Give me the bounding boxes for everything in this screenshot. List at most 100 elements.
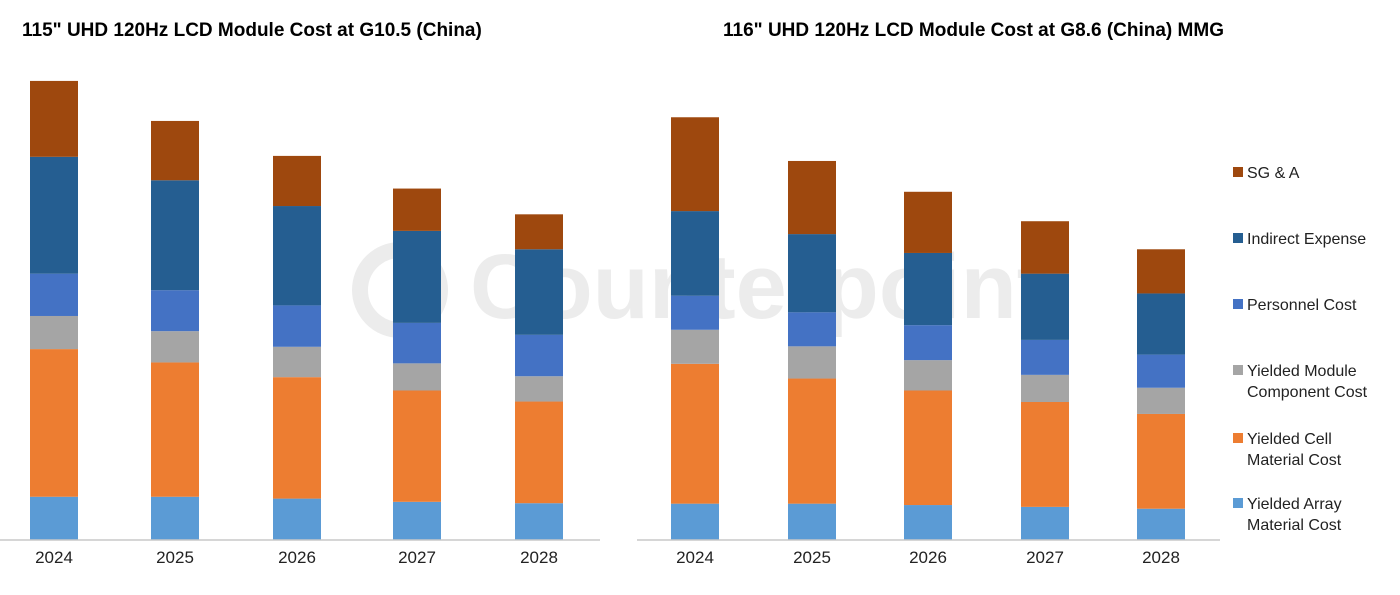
bar-segment-personnel-cost-2026 bbox=[904, 325, 952, 361]
bar-segment-yielded-cell-material-cost-2024 bbox=[30, 349, 78, 497]
legend-label-indirect: Indirect Expense bbox=[1247, 231, 1366, 248]
x-tick-label: 2025 bbox=[793, 548, 831, 567]
chart-right: 116" UHD 120Hz LCD Module Cost at G8.6 (… bbox=[637, 20, 1224, 567]
bar-segment-sg-a-2024 bbox=[30, 80, 78, 157]
bar-segment-yielded-array-material-cost-2026 bbox=[904, 505, 952, 540]
chart-left: 115" UHD 120Hz LCD Module Cost at G10.5 … bbox=[0, 20, 600, 567]
legend-swatch-indirect bbox=[1233, 233, 1243, 243]
bar-segment-indirect-expense-2026 bbox=[273, 206, 321, 306]
x-tick-label: 2026 bbox=[278, 548, 316, 567]
legend-item-module: Yielded Module Component Cost bbox=[1233, 363, 1368, 401]
bar-segment-personnel-cost-2027 bbox=[1021, 339, 1069, 375]
legend-swatch-personnel bbox=[1233, 299, 1243, 309]
x-tick-label: 2024 bbox=[676, 548, 714, 567]
bar-segment-indirect-expense-2024 bbox=[30, 156, 78, 274]
legend-label-module: Yielded Module bbox=[1247, 363, 1357, 380]
bar-segment-sg-a-2028 bbox=[1137, 249, 1185, 294]
chart-right-ticks: 2024 2025 2026 2027 2028 bbox=[676, 548, 1180, 567]
bar-segment-sg-a-2027 bbox=[393, 188, 441, 231]
bar-segment-yielded-module-component-cost-2027 bbox=[393, 363, 441, 391]
legend-label-sga: SG & A bbox=[1247, 165, 1300, 182]
bar-segment-personnel-cost-2025 bbox=[151, 290, 199, 332]
bar-segment-indirect-expense-2026 bbox=[904, 252, 952, 326]
legend-swatch-module bbox=[1233, 365, 1243, 375]
legend-label-module: Component Cost bbox=[1247, 384, 1368, 401]
bar-segment-indirect-expense-2025 bbox=[788, 234, 836, 313]
legend-item-personnel: Personnel Cost bbox=[1233, 297, 1357, 314]
bar-segment-indirect-expense-2024 bbox=[671, 211, 719, 296]
bar-segment-personnel-cost-2025 bbox=[788, 312, 836, 347]
bar-segment-yielded-cell-material-cost-2025 bbox=[788, 378, 836, 504]
x-tick-label: 2026 bbox=[909, 548, 947, 567]
bar-segment-yielded-array-material-cost-2027 bbox=[1021, 506, 1069, 540]
bar-segment-personnel-cost-2028 bbox=[515, 334, 563, 377]
legend-label-personnel: Personnel Cost bbox=[1247, 297, 1357, 314]
legend-label-array: Yielded Array bbox=[1247, 496, 1342, 513]
x-tick-label: 2025 bbox=[156, 548, 194, 567]
bar-segment-yielded-cell-material-cost-2027 bbox=[393, 390, 441, 502]
legend-item-indirect: Indirect Expense bbox=[1233, 231, 1366, 248]
legend-item-sga: SG & A bbox=[1233, 165, 1300, 182]
x-tick-label: 2027 bbox=[398, 548, 436, 567]
bar-segment-yielded-array-material-cost-2025 bbox=[788, 503, 836, 540]
bar-segment-sg-a-2024 bbox=[671, 117, 719, 212]
bar-segment-yielded-module-component-cost-2025 bbox=[151, 331, 199, 363]
bar-segment-yielded-cell-material-cost-2028 bbox=[1137, 413, 1185, 509]
bar-segment-yielded-array-material-cost-2024 bbox=[30, 496, 78, 540]
bar-segment-personnel-cost-2024 bbox=[30, 273, 78, 316]
legend-swatch-cell bbox=[1233, 433, 1243, 443]
legend-item-cell: Yielded Cell Material Cost bbox=[1233, 431, 1342, 469]
bar-segment-sg-a-2026 bbox=[904, 191, 952, 253]
chart-right-title: 116" UHD 120Hz LCD Module Cost at G8.6 (… bbox=[723, 20, 1224, 41]
bar-segment-yielded-array-material-cost-2024 bbox=[671, 503, 719, 540]
chart-right-bars bbox=[671, 117, 1185, 540]
bar-segment-yielded-array-material-cost-2026 bbox=[273, 498, 321, 540]
x-tick-label: 2028 bbox=[1142, 548, 1180, 567]
bar-segment-yielded-module-component-cost-2026 bbox=[273, 346, 321, 378]
bar-segment-personnel-cost-2026 bbox=[273, 305, 321, 347]
bar-segment-yielded-array-material-cost-2027 bbox=[393, 501, 441, 540]
legend-label-cell: Material Cost bbox=[1247, 452, 1342, 469]
bar-segment-yielded-module-component-cost-2025 bbox=[788, 346, 836, 379]
bar-segment-yielded-array-material-cost-2025 bbox=[151, 496, 199, 540]
legend-item-array: Yielded Array Material Cost bbox=[1233, 496, 1342, 534]
legend-label-array: Material Cost bbox=[1247, 517, 1342, 534]
legend-swatch-sga bbox=[1233, 167, 1243, 177]
bar-segment-yielded-module-component-cost-2028 bbox=[1137, 387, 1185, 414]
legend-label-cell: Yielded Cell bbox=[1247, 431, 1332, 448]
bar-segment-yielded-module-component-cost-2027 bbox=[1021, 374, 1069, 402]
x-tick-label: 2028 bbox=[520, 548, 558, 567]
bar-segment-indirect-expense-2027 bbox=[1021, 273, 1069, 340]
bar-segment-yielded-array-material-cost-2028 bbox=[515, 503, 563, 540]
legend-swatch-array bbox=[1233, 498, 1243, 508]
chart-left-bars bbox=[30, 80, 563, 540]
bar-segment-personnel-cost-2028 bbox=[1137, 354, 1185, 388]
x-tick-label: 2024 bbox=[35, 548, 73, 567]
bar-segment-sg-a-2026 bbox=[273, 155, 321, 207]
bar-segment-yielded-module-component-cost-2028 bbox=[515, 376, 563, 402]
bar-segment-yielded-cell-material-cost-2026 bbox=[273, 377, 321, 499]
bar-segment-yielded-cell-material-cost-2028 bbox=[515, 401, 563, 504]
bar-segment-sg-a-2027 bbox=[1021, 221, 1069, 274]
bar-segment-yielded-cell-material-cost-2027 bbox=[1021, 402, 1069, 507]
chart-left-title: 115" UHD 120Hz LCD Module Cost at G10.5 … bbox=[22, 20, 482, 41]
bar-segment-yielded-cell-material-cost-2025 bbox=[151, 362, 199, 497]
bar-segment-sg-a-2025 bbox=[151, 120, 199, 181]
chart-left-ticks: 2024 2025 2026 2027 2028 bbox=[35, 548, 558, 567]
bar-segment-indirect-expense-2027 bbox=[393, 230, 441, 323]
bar-segment-sg-a-2025 bbox=[788, 160, 836, 235]
bar-segment-yielded-module-component-cost-2026 bbox=[904, 360, 952, 391]
bar-segment-indirect-expense-2028 bbox=[515, 249, 563, 335]
bar-segment-yielded-cell-material-cost-2026 bbox=[904, 390, 952, 506]
bar-segment-yielded-module-component-cost-2024 bbox=[671, 329, 719, 364]
bar-segment-yielded-cell-material-cost-2024 bbox=[671, 363, 719, 504]
bar-segment-yielded-array-material-cost-2028 bbox=[1137, 508, 1185, 540]
bar-segment-indirect-expense-2028 bbox=[1137, 293, 1185, 355]
bar-segment-sg-a-2028 bbox=[515, 214, 563, 250]
bar-segment-personnel-cost-2024 bbox=[671, 295, 719, 330]
legend: SG & A Indirect Expense Personnel Cost Yiel… bbox=[1233, 165, 1368, 534]
x-tick-label: 2027 bbox=[1026, 548, 1064, 567]
bar-segment-indirect-expense-2025 bbox=[151, 180, 199, 291]
bar-segment-personnel-cost-2027 bbox=[393, 322, 441, 364]
